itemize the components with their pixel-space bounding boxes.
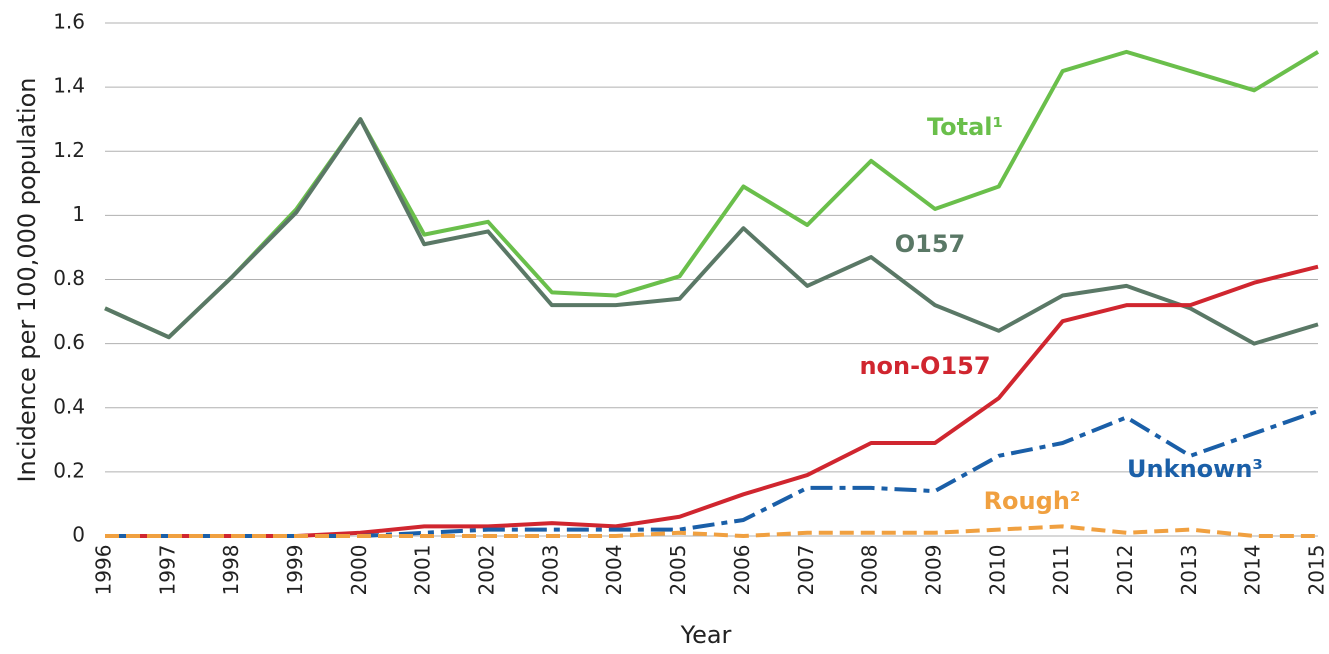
series-label: Total¹	[927, 113, 1003, 141]
x-tick-label: 2009	[921, 545, 945, 596]
y-tick-label: 1.4	[53, 74, 85, 98]
y-tick-label: 0	[72, 523, 85, 547]
x-tick-label: 2010	[985, 545, 1009, 596]
x-tick-label: 2002	[475, 545, 499, 596]
x-tick-label: 2014	[1241, 545, 1265, 596]
series-line	[104, 117, 1319, 346]
x-tick-label: 2006	[730, 545, 754, 596]
x-tick-label: 2012	[1113, 545, 1137, 596]
series-line	[105, 524, 1318, 538]
y-tick-label: 0.8	[53, 266, 85, 290]
x-tick-label: 2000	[347, 545, 371, 596]
x-tick-label: 1997	[155, 545, 179, 596]
y-tick-label: 0.4	[53, 394, 85, 418]
x-tick-label: 2003	[538, 545, 562, 596]
x-tick-label: 2005	[666, 545, 690, 596]
y-tick-label: 1.6	[53, 10, 85, 34]
series-line	[105, 264, 1319, 538]
x-tick-label: 2007	[794, 545, 818, 596]
y-tick-label: 1.2	[53, 138, 85, 162]
series-label: Unknown³	[1127, 455, 1263, 483]
series-label: O157	[895, 230, 966, 258]
x-tick-label: 2013	[1177, 545, 1201, 596]
series-label: Rough²	[984, 487, 1081, 515]
x-axis-label: Year	[680, 621, 732, 649]
y-tick-label: 0.6	[53, 330, 85, 354]
y-axis-label: Incidence per 100,000 population	[13, 77, 41, 482]
x-tick-label: 2004	[602, 545, 626, 596]
x-tick-label: 1998	[219, 545, 243, 596]
x-tick-label: 2001	[411, 545, 435, 596]
series-label: non-O157	[859, 352, 990, 380]
x-tick-label: 2015	[1305, 545, 1329, 596]
y-tick-label: 0.2	[53, 458, 85, 482]
series-line	[104, 49, 1320, 340]
x-tick-label: 1999	[283, 545, 307, 596]
x-tick-label: 2011	[1049, 545, 1073, 596]
x-tick-label: 2008	[858, 545, 882, 596]
y-tick-label: 1	[72, 202, 85, 226]
x-tick-label: 1996	[92, 545, 116, 596]
